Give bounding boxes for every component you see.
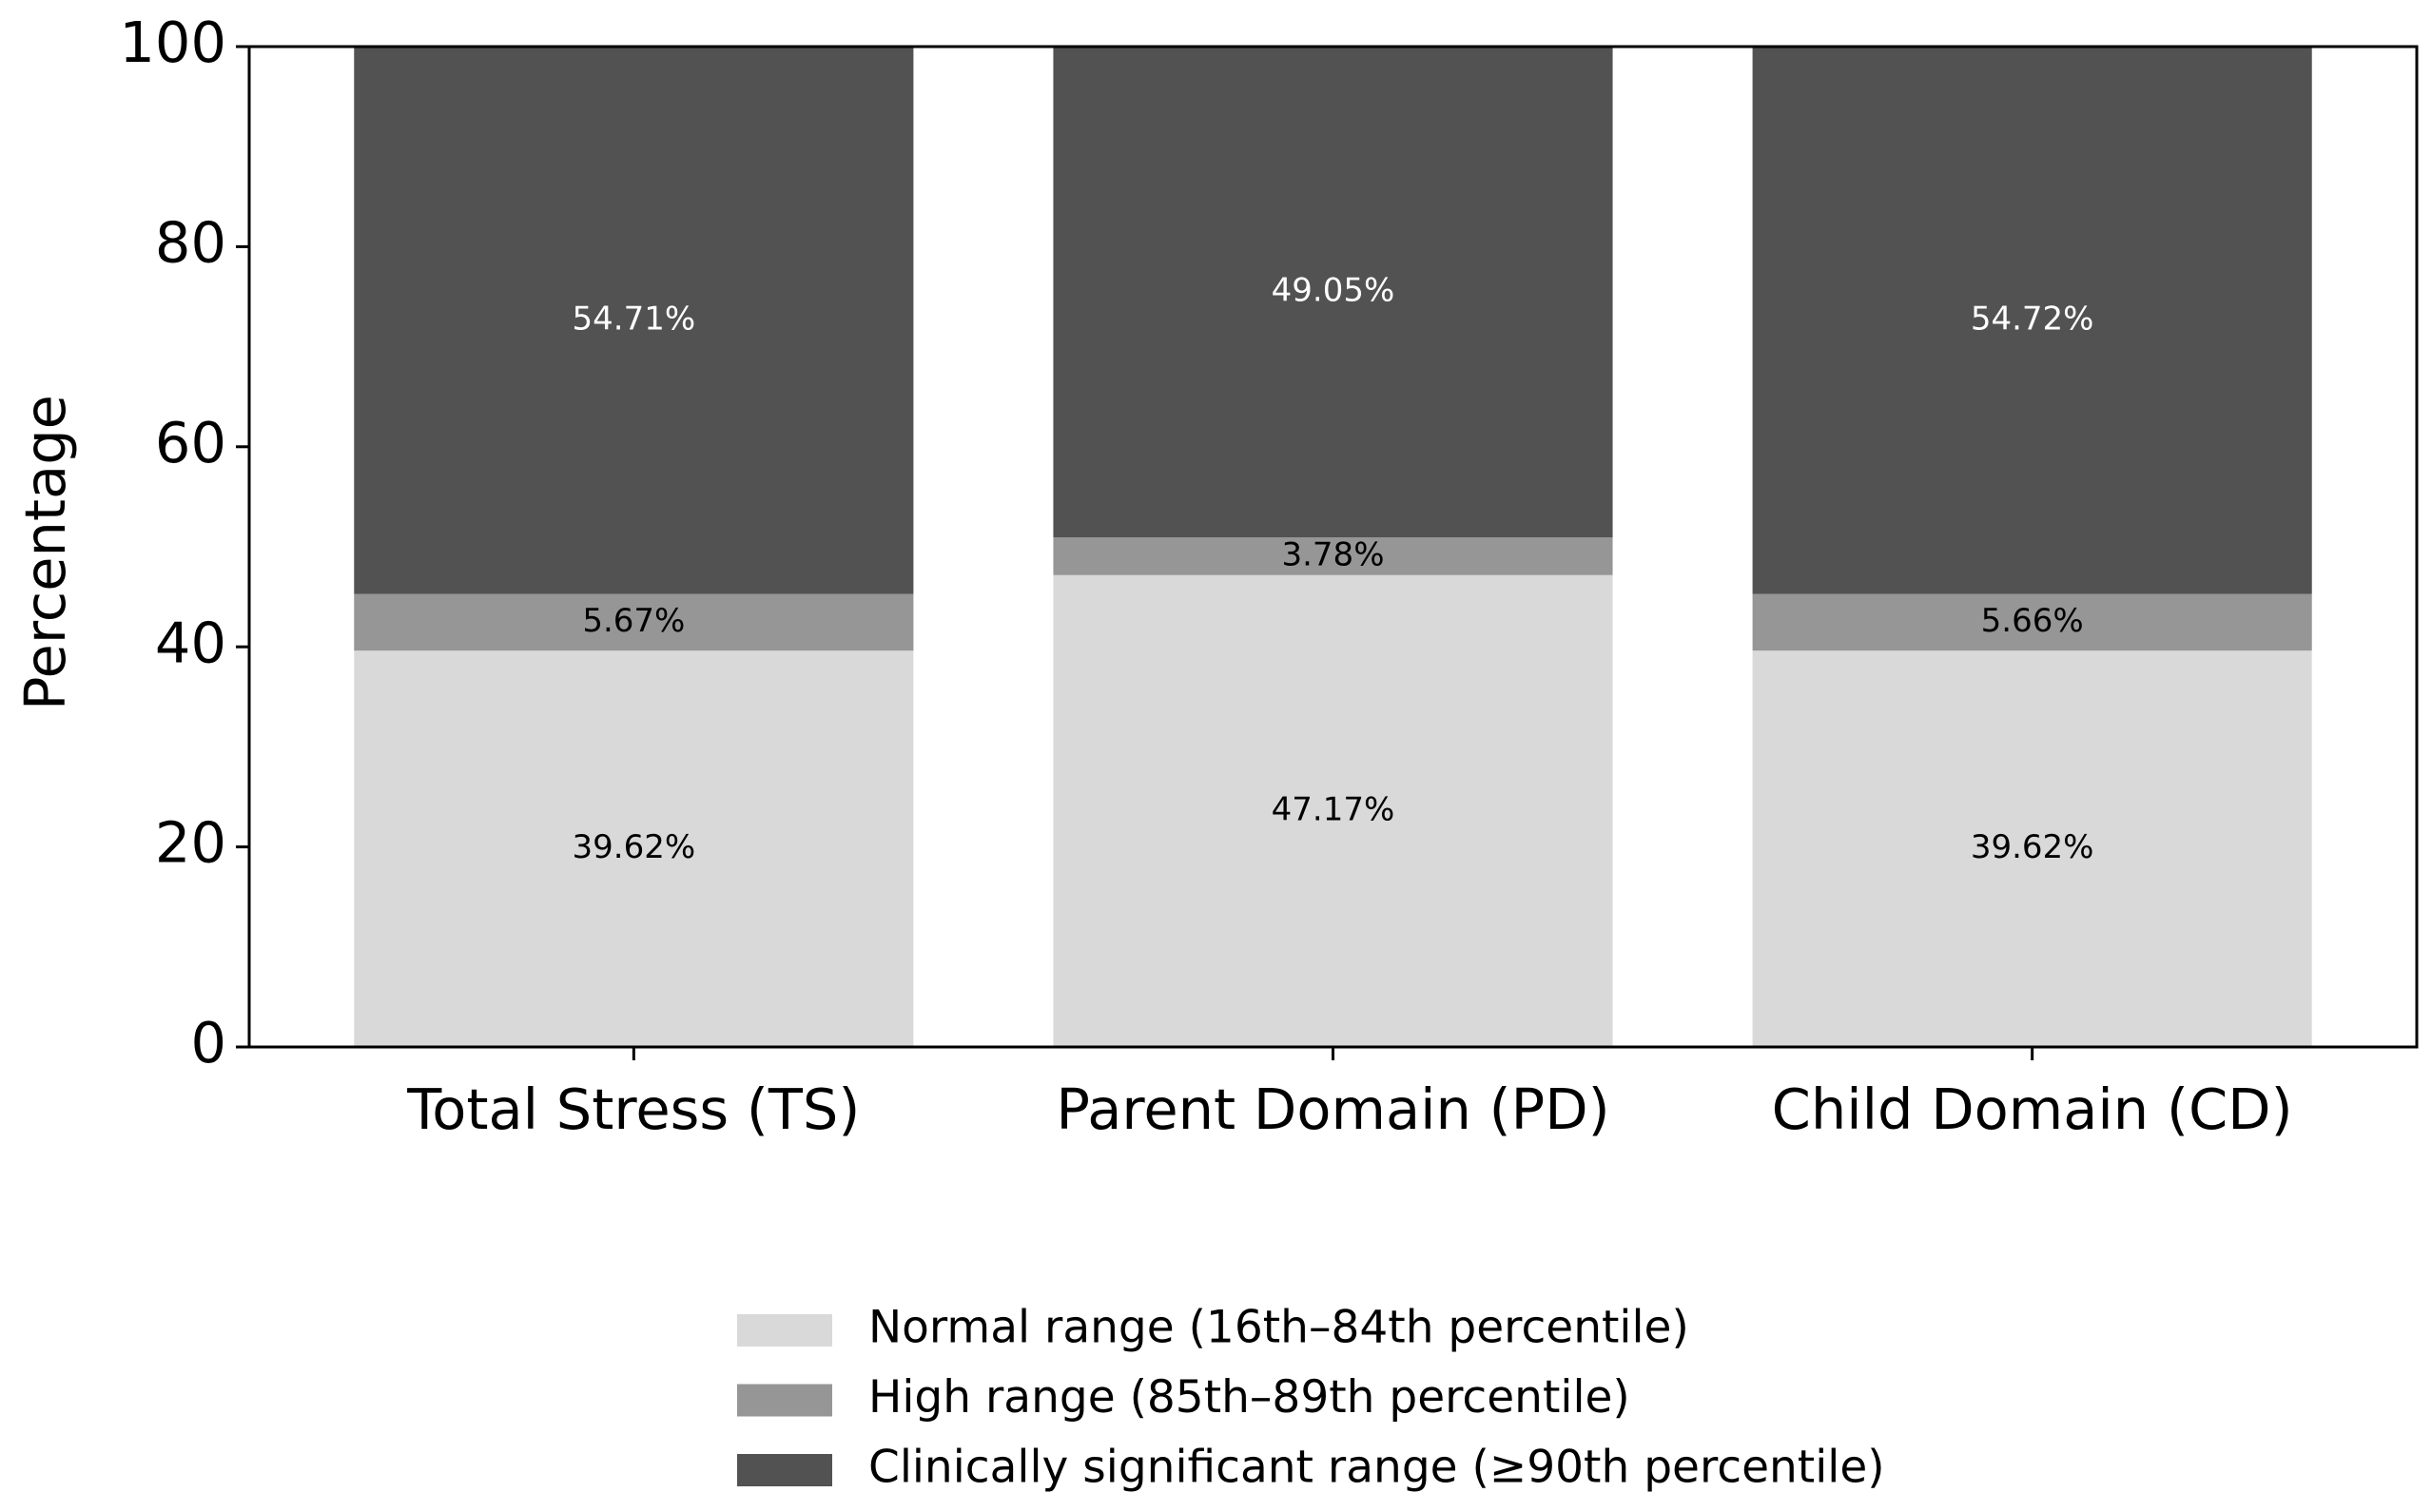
bar-segment xyxy=(1752,650,2312,1047)
y-tick-label: 40 xyxy=(155,610,226,675)
x-tick-label: Child Domain (CD) xyxy=(1772,1076,2293,1142)
bar-segment xyxy=(1053,574,1613,1047)
x-tick-label: Parent Domain (PD) xyxy=(1056,1076,1609,1142)
value-label: 39.62% xyxy=(1971,828,2094,866)
bar-segment xyxy=(1752,593,2312,651)
bar-segment xyxy=(1053,537,1613,575)
legend-label: Normal range (16th–84th percentile) xyxy=(868,1302,1689,1354)
x-tick-label: Total Stress (TS) xyxy=(406,1076,860,1142)
y-tick-label: 20 xyxy=(155,810,226,876)
bar-segment xyxy=(1752,47,2312,594)
y-tick-label: 80 xyxy=(155,210,226,276)
legend-label: Clinically significant range (≥90th perc… xyxy=(868,1442,1885,1494)
value-label: 47.17% xyxy=(1272,790,1395,828)
y-axis-label: Percentage xyxy=(12,395,78,710)
y-tick-label: 0 xyxy=(190,1010,226,1076)
bar-segment xyxy=(354,650,914,1047)
value-label: 3.78% xyxy=(1281,535,1384,573)
bar-segment xyxy=(354,47,914,594)
value-label: 49.05% xyxy=(1272,272,1395,310)
value-label: 54.72% xyxy=(1971,300,2094,338)
value-label: 5.66% xyxy=(1981,602,2084,640)
legend-swatch xyxy=(737,1454,832,1486)
legend-label: High range (85th–89th percentile) xyxy=(868,1371,1630,1424)
legend-swatch xyxy=(737,1314,832,1347)
y-tick-label: 60 xyxy=(155,410,226,475)
y-tick-label: 100 xyxy=(119,10,226,75)
value-label: 5.67% xyxy=(582,602,685,640)
legend-swatch xyxy=(737,1384,832,1417)
bar-segment xyxy=(354,593,914,651)
value-label: 54.71% xyxy=(573,300,696,338)
value-label: 39.62% xyxy=(573,828,696,866)
bar-segment xyxy=(1053,47,1613,538)
